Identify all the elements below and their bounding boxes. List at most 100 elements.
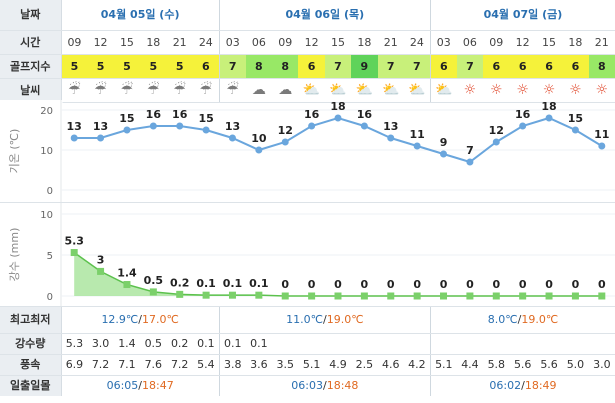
day-3-label: 04월 07일 (금) (430, 0, 615, 31)
temp-value-label: 18 (541, 100, 556, 113)
weather-cell: ☼ (562, 78, 589, 103)
weather-cell: ☼ (456, 78, 484, 103)
weather-cell: ⛅ (298, 78, 325, 103)
day-1-max: 17.0℃ (142, 313, 179, 326)
rain-point (255, 291, 263, 299)
rain-value-label: 0.5 (144, 274, 164, 287)
golf-index-cell: 7 (403, 54, 431, 79)
wind-cell: 7.6 (140, 354, 167, 376)
precip-cell (298, 333, 325, 355)
precip-row: 강수량 5.3 3.0 1.4 0.5 0.2 0.1 0.1 0.1 (0, 333, 615, 355)
hour-cell: 21 (166, 30, 193, 55)
rain-value-label: 0 (598, 278, 606, 291)
hour-cell: 09 (61, 30, 88, 55)
rain-point (202, 291, 210, 299)
rain-value-label: 0 (440, 278, 448, 291)
partly-cloudy-icon: ⛅ (435, 82, 453, 98)
rain-value-label: 0 (387, 278, 395, 291)
temp-value-label: 16 (515, 108, 531, 121)
precip-cell (483, 333, 510, 355)
rain-point (492, 292, 500, 300)
weather-cell: ☁ (245, 78, 273, 103)
rain-chart: 강수 (mm) 0 5 10 5.3 3 1.4 0.5 0.2 0.1 0.1 0.1 0 0 0 0 0 0 0… (0, 203, 615, 306)
rain-point (440, 292, 448, 300)
precip-cell (562, 333, 589, 355)
temp-point (334, 114, 342, 122)
rain-value-label: 0.1 (249, 277, 269, 290)
precip-cell: 5.3 (61, 333, 88, 355)
precip-cell (430, 333, 457, 355)
temp-point (598, 142, 606, 150)
weather-cell: ☔ (113, 78, 141, 103)
hour-cell: 06 (245, 30, 273, 55)
wind-cell: 7.1 (113, 354, 141, 376)
temp-point (360, 122, 368, 130)
weather-label: 날씨 (0, 78, 62, 103)
temp-point (492, 138, 500, 146)
sun-icon: ☼ (490, 82, 503, 98)
day-2-sun: 06:03/18:48 (219, 375, 431, 396)
temp-point (202, 126, 210, 134)
rain-value-label: 0 (545, 278, 553, 291)
time-label: 시간 (0, 30, 62, 55)
day-1-sun: 06:05/18:47 (61, 375, 220, 396)
rain-cloud-icon: ☔ (173, 82, 186, 98)
golf-index-cell: 7 (456, 54, 484, 79)
golf-index-cell: 6 (509, 54, 536, 79)
golf-index-cell: 8 (588, 54, 615, 79)
precip-cell: 0.1 (245, 333, 273, 355)
hour-cell: 09 (483, 30, 510, 55)
golf-index-cell: 9 (351, 54, 378, 79)
golf-index-cell: 8 (272, 54, 299, 79)
weather-cell: ☔ (192, 78, 220, 103)
temp-point (571, 126, 579, 134)
sun-icon: ☼ (463, 82, 477, 98)
rain-point (149, 288, 157, 296)
wind-cell: 4.6 (377, 354, 404, 376)
sun-row: 일출일몰 06:05/18:47 06:03/18:48 06:02/18:49 (0, 375, 615, 396)
precip-label: 강수량 (0, 333, 62, 355)
weather-cell: ☁ (272, 78, 299, 103)
day-1-sunset: 18:47 (142, 379, 174, 392)
rain-cloud-icon: ☔ (199, 82, 213, 98)
wind-cell: 3.0 (588, 354, 615, 376)
wind-label: 풍속 (0, 354, 62, 376)
rain-point (308, 292, 316, 300)
rain-point (466, 292, 474, 300)
rain-value-label: 0 (492, 278, 500, 291)
hour-cell: 21 (377, 30, 404, 55)
weather-cell: ☔ (87, 78, 114, 103)
day-3-max: 19.0℃ (521, 313, 559, 326)
weather-cell: ☔ (219, 78, 246, 103)
hour-cell: 24 (192, 30, 220, 55)
temp-value-label: 15 (119, 112, 134, 125)
partly-cloudy-icon: ⛅ (408, 82, 426, 98)
y-tick-label: 0 (47, 292, 53, 303)
rain-point (598, 292, 606, 300)
temp-value-label: 12 (278, 124, 293, 137)
rain-value-label: 0.1 (223, 277, 243, 290)
sun-icon: ☼ (595, 82, 609, 98)
golf-index-cell: 6 (483, 54, 510, 79)
rain-value-label: 0 (572, 278, 580, 291)
temp-point (413, 142, 421, 150)
rain-axis-label: 강수 (mm) (8, 228, 21, 282)
day-3-sunrise: 06:02 (489, 379, 522, 392)
hour-row: 시간 09 12 15 18 21 24 03 06 09 12 15 18 21 24 03 06 09 12 1… (0, 30, 615, 55)
rain-value-label: 0.1 (196, 277, 216, 290)
wind-cell: 5.0 (562, 354, 589, 376)
rain-value-label: 3 (97, 253, 105, 266)
precip-cell (509, 333, 536, 355)
forecast-detail-table: 최고최저 12.9℃/17.0℃ 11.0℃/19.0℃ 8.0℃/19.0℃ … (0, 307, 615, 396)
temp-value-label: 10 (251, 132, 267, 145)
temp-value-label: 16 (357, 108, 373, 121)
axis-panel (0, 100, 61, 202)
golf-index-cell: 5 (140, 54, 167, 79)
precip-cell: 3.0 (87, 333, 114, 355)
rain-value-label: 0 (466, 278, 474, 291)
sun-label: 일출일몰 (0, 375, 62, 396)
day-1-label: 04월 05일 (수) (61, 0, 220, 31)
partly-cloudy-icon: ⛅ (381, 82, 400, 98)
temperature-chart: 기온 (℃) 0 10 20 13 13 15 16 16 15 13 10 12 16 18 16 13 11 9… (0, 100, 615, 202)
golf-index-cell: 6 (192, 54, 220, 79)
